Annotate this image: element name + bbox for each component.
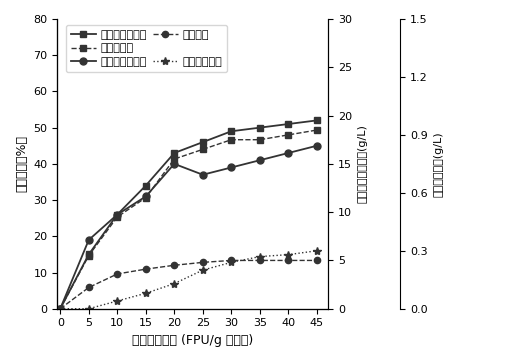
阿拉伯糖浓度 — [143, 291, 149, 295]
Line: 葡萄糖浓度: 葡萄糖浓度 — [57, 127, 320, 312]
纤维素酶解得率 — [85, 252, 92, 257]
Line: 木糖浓度: 木糖浓度 — [57, 257, 320, 312]
木聚糖酶解得率 — [314, 144, 320, 148]
木聚糖酶解得率 — [85, 238, 92, 242]
葡萄糖浓度 — [114, 215, 120, 219]
木糖浓度 — [285, 258, 291, 262]
阿拉伯糖浓度 — [200, 268, 206, 272]
纤维素酶解得率 — [114, 212, 120, 217]
葡萄糖浓度 — [228, 138, 234, 142]
Line: 木聚糖酶解得率: 木聚糖酶解得率 — [57, 142, 320, 312]
纤维素酶解得率 — [314, 118, 320, 123]
阿拉伯糖浓度 — [257, 254, 263, 259]
葡萄糖浓度 — [57, 307, 64, 311]
阿拉伯糖浓度 — [114, 299, 120, 303]
木聚糖酶解得率 — [228, 165, 234, 170]
纤维素酶解得率 — [200, 140, 206, 144]
Y-axis label: 葡萄糖和木糖浓度(g/L): 葡萄糖和木糖浓度(g/L) — [357, 125, 368, 203]
葡萄糖浓度 — [314, 128, 320, 132]
阿拉伯糖浓度 — [285, 252, 291, 257]
木糖浓度 — [314, 258, 320, 262]
葡萄糖浓度 — [85, 253, 92, 258]
纤维素酶解得率 — [57, 307, 64, 311]
纤维素酶解得率 — [257, 126, 263, 130]
木糖浓度 — [85, 285, 92, 290]
Line: 阿拉伯糖浓度: 阿拉伯糖浓度 — [56, 247, 321, 313]
木聚糖酶解得率 — [257, 158, 263, 163]
阿拉伯糖浓度 — [57, 307, 64, 311]
X-axis label: 纤维素酶用量 (FPU/g 纤维素): 纤维素酶用量 (FPU/g 纤维素) — [132, 334, 253, 347]
Y-axis label: 阿拉伯糖浓度(g/L): 阿拉伯糖浓度(g/L) — [433, 131, 443, 197]
阿拉伯糖浓度 — [314, 249, 320, 253]
纤维素酶解得率 — [143, 184, 149, 188]
木聚糖酶解得率 — [57, 307, 64, 311]
木糖浓度 — [257, 258, 263, 262]
葡萄糖浓度 — [257, 138, 263, 142]
木聚糖酶解得率 — [171, 162, 178, 166]
纤维素酶解得率 — [285, 122, 291, 126]
木糖浓度 — [57, 307, 64, 311]
木糖浓度 — [143, 267, 149, 271]
葡萄糖浓度 — [143, 195, 149, 200]
阿拉伯糖浓度 — [228, 260, 234, 265]
木糖浓度 — [228, 258, 234, 262]
木糖浓度 — [171, 263, 178, 268]
葡萄糖浓度 — [200, 147, 206, 152]
Y-axis label: 酶解得率（%）: 酶解得率（%） — [15, 135, 28, 192]
木糖浓度 — [200, 260, 206, 265]
纤维素酶解得率 — [171, 151, 178, 155]
Legend: 纤维素酶解得率, 葡萄糖浓度, 木聚糖酶解得率, 木糖浓度, , 阿拉伯糖浓度: 纤维素酶解得率, 葡萄糖浓度, 木聚糖酶解得率, 木糖浓度, , 阿拉伯糖浓度 — [66, 25, 227, 72]
木糖浓度 — [114, 272, 120, 276]
Line: 纤维素酶解得率: 纤维素酶解得率 — [57, 117, 320, 312]
木聚糖酶解得率 — [200, 173, 206, 177]
阿拉伯糖浓度 — [171, 281, 178, 286]
木聚糖酶解得率 — [114, 212, 120, 217]
葡萄糖浓度 — [285, 133, 291, 137]
纤维素酶解得率 — [228, 129, 234, 134]
葡萄糖浓度 — [171, 157, 178, 161]
阿拉伯糖浓度 — [85, 307, 92, 311]
木聚糖酶解得率 — [285, 151, 291, 155]
木聚糖酶解得率 — [143, 194, 149, 199]
